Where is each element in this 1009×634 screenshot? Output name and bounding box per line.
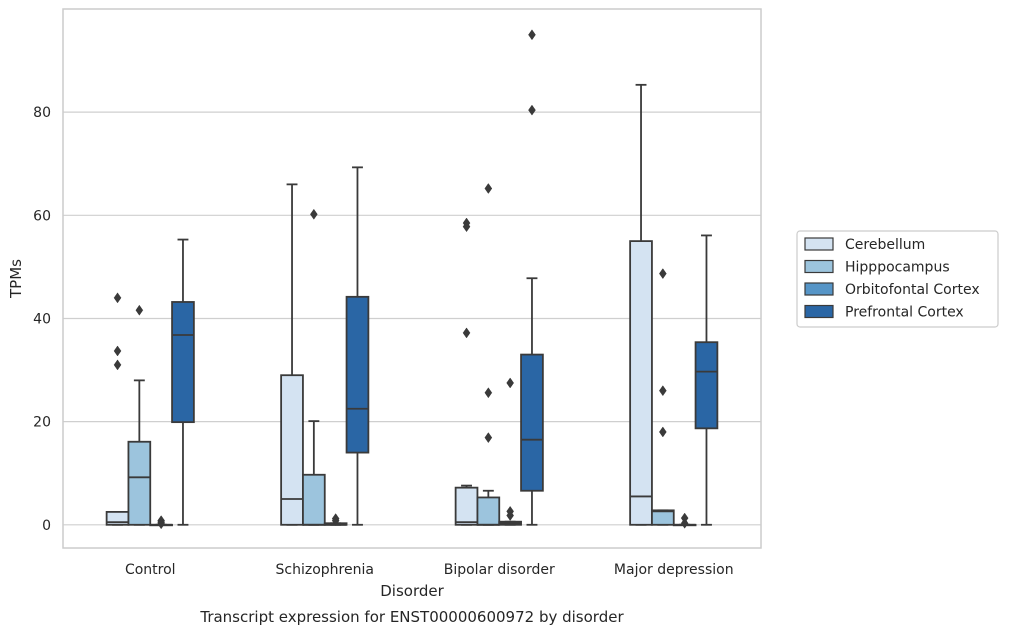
outlier-point bbox=[135, 304, 144, 316]
category-group bbox=[629, 83, 719, 529]
legend-label: Cerebellum bbox=[845, 237, 925, 253]
outlier-point bbox=[113, 292, 122, 304]
plot-frame bbox=[62, 8, 762, 549]
outlier-point bbox=[659, 426, 667, 438]
legend: Cerebellum Hipppocampus Orbitofontal Corte… bbox=[796, 230, 999, 328]
box bbox=[520, 353, 544, 492]
legend-label: Prefrontal Cortex bbox=[845, 305, 964, 321]
category-group bbox=[454, 29, 544, 526]
legend-swatch bbox=[804, 282, 834, 296]
x-tick-label: Schizophrenia bbox=[276, 562, 374, 578]
outlier-point bbox=[484, 432, 493, 444]
outlier-point bbox=[462, 327, 471, 339]
legend-label: Orbitofontal Cortex bbox=[845, 282, 980, 298]
outlier-point bbox=[506, 377, 514, 389]
chart-caption: Transcript expression for ENST0000060097… bbox=[199, 608, 624, 626]
outlier-point bbox=[113, 359, 122, 371]
outlier-point bbox=[680, 517, 689, 529]
outlier-point bbox=[659, 268, 667, 280]
x-tick-label: Bipolar disorder bbox=[444, 562, 555, 578]
category-group bbox=[105, 238, 195, 530]
box bbox=[171, 301, 195, 424]
x-tick-label: Major depression bbox=[614, 562, 734, 578]
category-group bbox=[280, 166, 370, 527]
box bbox=[302, 473, 326, 526]
outlier-point bbox=[659, 385, 667, 397]
legend-label: Hipppocampus bbox=[845, 260, 950, 276]
y-tick-label: 20 bbox=[33, 415, 51, 431]
plot-area: 0 20 40 60 80 Control Schizophrenia Bipolar dis… bbox=[33, 8, 762, 578]
outlier-point bbox=[157, 518, 165, 530]
outlier-point bbox=[528, 29, 536, 41]
outlier-point bbox=[506, 510, 514, 521]
box bbox=[127, 440, 152, 526]
y-axis-label: TPMs bbox=[7, 259, 25, 299]
outlier-point bbox=[528, 104, 536, 116]
box bbox=[345, 295, 370, 454]
legend-swatch bbox=[804, 259, 834, 274]
box bbox=[629, 240, 653, 526]
outlier-point bbox=[331, 515, 340, 527]
outlier-point bbox=[484, 387, 493, 399]
y-tick-label: 60 bbox=[33, 208, 51, 224]
legend-swatch bbox=[804, 304, 834, 319]
y-tick-label: 40 bbox=[33, 311, 51, 327]
outlier-point bbox=[113, 345, 122, 357]
box bbox=[651, 509, 675, 526]
box bbox=[454, 486, 479, 526]
legend-swatch bbox=[804, 237, 834, 251]
x-axis-label: Disorder bbox=[380, 582, 444, 600]
outlier-point bbox=[462, 221, 471, 233]
legend-frame bbox=[796, 230, 999, 328]
outlier-point bbox=[484, 183, 493, 194]
outlier-point bbox=[310, 208, 318, 220]
box bbox=[694, 341, 719, 430]
box bbox=[476, 496, 501, 526]
y-tick-label: 0 bbox=[42, 518, 51, 534]
box bbox=[280, 374, 304, 526]
y-tick-label: 80 bbox=[33, 105, 51, 121]
x-tick-label: Control bbox=[125, 562, 176, 578]
